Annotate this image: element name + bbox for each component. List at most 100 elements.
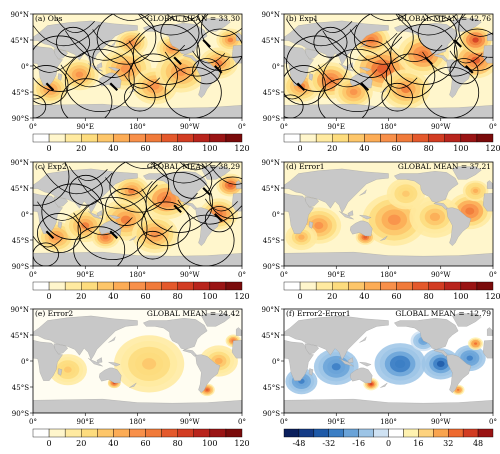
colorbar-label: -16 [352,439,365,448]
panel-label: (d) Error1 [286,162,325,171]
colorbar-label: -32 [322,439,335,448]
field-contour [369,382,373,386]
colorbar-swatch [283,428,300,438]
lat-tick-label: 45°S [263,89,280,97]
land-mass [284,340,314,381]
colorbar-swatch [298,428,315,438]
colorbar-swatch [193,428,211,438]
colorbar-swatch [177,281,194,291]
map-field [33,162,242,266]
colorbar-swatch [418,428,434,438]
streamline [92,29,140,48]
streamline [313,18,353,33]
streamline [41,167,113,195]
streamline [201,0,274,10]
streamline [33,90,50,100]
lat-tick-label: 0° [272,63,280,71]
map-panel-1: 90°N45°N0°45°S90°S0° 90°E 180° 90°W 0°(b) Ex… [261,0,500,153]
streamline [136,222,173,237]
colorbar-swatch [448,428,464,438]
field-contour [75,71,84,78]
lat-tick-label: 45°N [10,37,29,45]
colorbar-swatch [32,428,50,438]
colorbar-swatch [48,428,66,438]
colorbar-swatch [433,428,449,438]
colorbar-swatch [380,281,397,291]
land-mass [182,54,198,62]
colorbar-label: 0 [386,439,391,448]
streamline [125,162,163,169]
colorbar-swatch [113,281,130,291]
map-panel-5: 90°N45°N0°45°S90°S0° 90°E 180° 90°W 0°(f) Er… [261,306,497,448]
streamline [33,162,70,206]
lat-tick-label: 90°N [10,11,29,19]
colorbar-label: 120 [485,144,500,153]
lon-tick-label: 90°E [327,123,345,131]
land-mass [195,59,221,98]
colorbar-swatch [388,428,404,438]
land-mass [284,398,493,413]
streamline [417,15,457,51]
land-mass [108,215,121,220]
streamline [284,65,326,106]
streamline [424,14,458,23]
streamline [459,0,500,10]
land-mass [394,23,459,55]
colorbar-swatch [313,428,329,438]
colorbar-swatch [32,133,50,143]
colorbar-label: -48 [292,439,305,448]
field-contour [325,76,335,85]
field-contour [142,358,157,370]
land-mass [96,62,103,68]
streamline [284,55,333,73]
field-contour [331,363,341,371]
colorbar: 0 20 40 60 80 100 120 [32,428,250,448]
land-mass [347,210,354,216]
lon-tick-label: 90°W [180,418,200,426]
colorbar-label: 32 [443,439,453,448]
field-contour [227,37,234,43]
colorbar-swatch [283,281,301,291]
field-contour [395,359,406,369]
lon-tick-label: 180° [129,271,146,279]
colorbar-swatch [145,133,162,143]
land-mass [380,235,388,241]
panel-label: (c) Exp2 [35,162,67,171]
streamline [200,14,242,58]
colorbar-swatch [209,428,227,438]
colorbar-label: 0 [47,439,52,448]
streamline [68,166,108,181]
streamline [33,235,63,248]
global-mean: GLOBAL MEAN = 38.29 [147,162,240,171]
colorbar-swatch [113,428,130,438]
lon-tick-label: 90°E [327,271,345,279]
land-mass [88,357,103,367]
streamline [173,204,182,213]
land-mass [33,340,63,381]
lat-tick-label: 0° [272,358,280,366]
colorbar-swatch [145,428,162,438]
map-field [33,0,274,118]
lat-tick-label: 0° [272,211,280,219]
colorbar: 0 20 40 60 80 100 120 [32,133,250,153]
lon-tick-label: 90°W [180,271,200,279]
streamline [313,26,348,58]
streamline [349,29,398,48]
streamline [73,226,126,266]
colorbar-swatch [209,133,227,143]
streamline [45,82,55,92]
lon-tick-label: 180° [129,418,146,426]
lat-tick-label: 90°S [12,115,29,123]
land-mass [99,72,122,89]
land-mass [482,340,493,359]
field-contour [64,366,72,373]
land-mass [350,367,373,384]
field-contour [214,357,223,365]
colorbar-swatch [161,133,178,143]
colorbar-label: 40 [108,439,118,448]
streamline [204,206,234,233]
lat-tick-label: 90°N [261,306,280,314]
land-mass [108,336,116,343]
colorbar-label: 80 [424,292,434,301]
